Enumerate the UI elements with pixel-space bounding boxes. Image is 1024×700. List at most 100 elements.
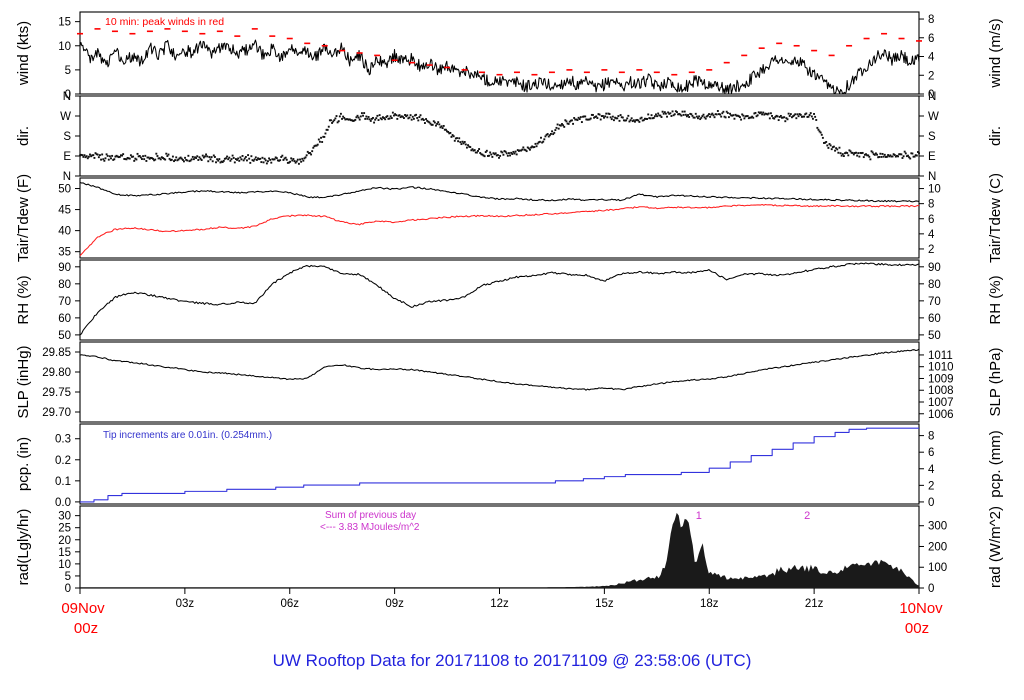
yticklabel-left-rad-1: 5: [65, 571, 71, 583]
dir-point: [583, 115, 586, 118]
dir-point: [97, 156, 100, 159]
dir-point: [443, 128, 446, 131]
yticklabel-left-temp-0: 35: [58, 247, 71, 259]
dir-point: [532, 146, 535, 149]
dir-point: [839, 152, 842, 155]
dir-point: [167, 153, 170, 156]
dir-point: [561, 123, 563, 125]
dir-point: [630, 117, 633, 120]
dir-point: [798, 113, 801, 115]
dir-point: [393, 114, 395, 117]
dir-point: [465, 146, 468, 149]
dir-point: [811, 117, 814, 120]
dir-point: [536, 142, 539, 145]
yticklabel-left-pcp-3: 0.3: [55, 434, 71, 446]
dir-point: [642, 119, 645, 122]
dir-point: [484, 151, 487, 153]
dir-point: [200, 159, 203, 161]
dir-point: [809, 112, 812, 115]
dir-point: [506, 154, 509, 157]
dir-point: [236, 158, 238, 161]
dir-point: [534, 142, 537, 145]
dir-point: [491, 155, 494, 158]
dir-point: [689, 112, 692, 115]
dir-point: [582, 115, 584, 118]
dir-point: [629, 119, 632, 122]
dir-point: [368, 118, 371, 121]
dir-point: [142, 155, 145, 158]
wind-trace-0: [79, 39, 920, 94]
dir-point: [414, 114, 416, 117]
dir-point: [389, 115, 392, 118]
dir-point: [792, 115, 794, 118]
dir-point: [402, 117, 405, 119]
dir-point: [766, 113, 769, 116]
dir-point: [400, 115, 403, 118]
yticklabel-left-rh-4: 90: [58, 262, 71, 274]
dir-point: [262, 161, 265, 164]
dir-point: [411, 115, 414, 118]
dir-point: [573, 117, 576, 119]
dir-point: [145, 160, 148, 162]
dir-point: [903, 150, 906, 153]
dir-point: [165, 152, 168, 155]
dir-point: [821, 136, 824, 139]
dir-point: [194, 156, 196, 159]
dir-point: [318, 140, 321, 143]
dir-point: [878, 156, 881, 158]
dir-point: [718, 113, 720, 116]
dir-point: [668, 112, 671, 115]
dir-point: [893, 154, 896, 156]
dir-point: [807, 115, 810, 118]
dir-point: [836, 148, 839, 151]
dir-point: [788, 114, 791, 117]
dir-point: [682, 113, 685, 116]
dir-point: [563, 125, 566, 128]
dir-point: [338, 115, 341, 118]
ylabel-right-rh: RH (%): [987, 275, 1004, 324]
yticklabel-left-slp-0: 29.70: [42, 407, 71, 419]
dir-point: [697, 117, 699, 120]
dir-point: [183, 160, 185, 163]
dir-point: [704, 117, 707, 120]
panel-frame-dir: [79, 95, 920, 177]
dir-point: [913, 155, 916, 158]
dir-point: [604, 115, 607, 118]
dir-point: [479, 152, 482, 154]
dir-point: [409, 114, 412, 117]
dir-point: [767, 112, 770, 115]
dir-point: [588, 118, 591, 121]
yticklabel-right-wind-1: 2: [928, 70, 934, 82]
dir-point: [627, 114, 630, 117]
dir-point: [503, 150, 506, 152]
dir-point: [240, 158, 243, 161]
dir-point: [916, 151, 919, 153]
dir-point: [884, 156, 887, 158]
dir-point: [496, 154, 499, 157]
dir-point: [714, 113, 717, 116]
dir-point: [223, 157, 226, 160]
dir-point: [103, 159, 106, 162]
dir-point: [454, 137, 457, 140]
dir-point: [157, 157, 160, 160]
dir-point: [473, 149, 476, 152]
dir-point: [191, 155, 194, 158]
yticklabel-right-rh-0: 50: [928, 330, 941, 342]
dir-point: [571, 119, 573, 122]
dir-point: [879, 152, 882, 155]
dir-point: [562, 124, 565, 127]
dir-point: [694, 112, 697, 115]
dir-point: [136, 152, 139, 155]
dir-point: [785, 117, 788, 120]
dir-point: [310, 153, 313, 156]
dir-point: [210, 156, 213, 159]
dir-point: [132, 155, 135, 158]
yticklabel-left-wind-3: 15: [58, 17, 71, 29]
dir-point: [101, 153, 104, 156]
dir-point: [121, 154, 124, 157]
dir-point: [385, 116, 388, 119]
dir-point: [768, 117, 771, 120]
wind-annotation: 10 min: peak winds in red: [105, 16, 224, 28]
dir-point: [423, 122, 426, 124]
dir-point: [289, 160, 292, 163]
